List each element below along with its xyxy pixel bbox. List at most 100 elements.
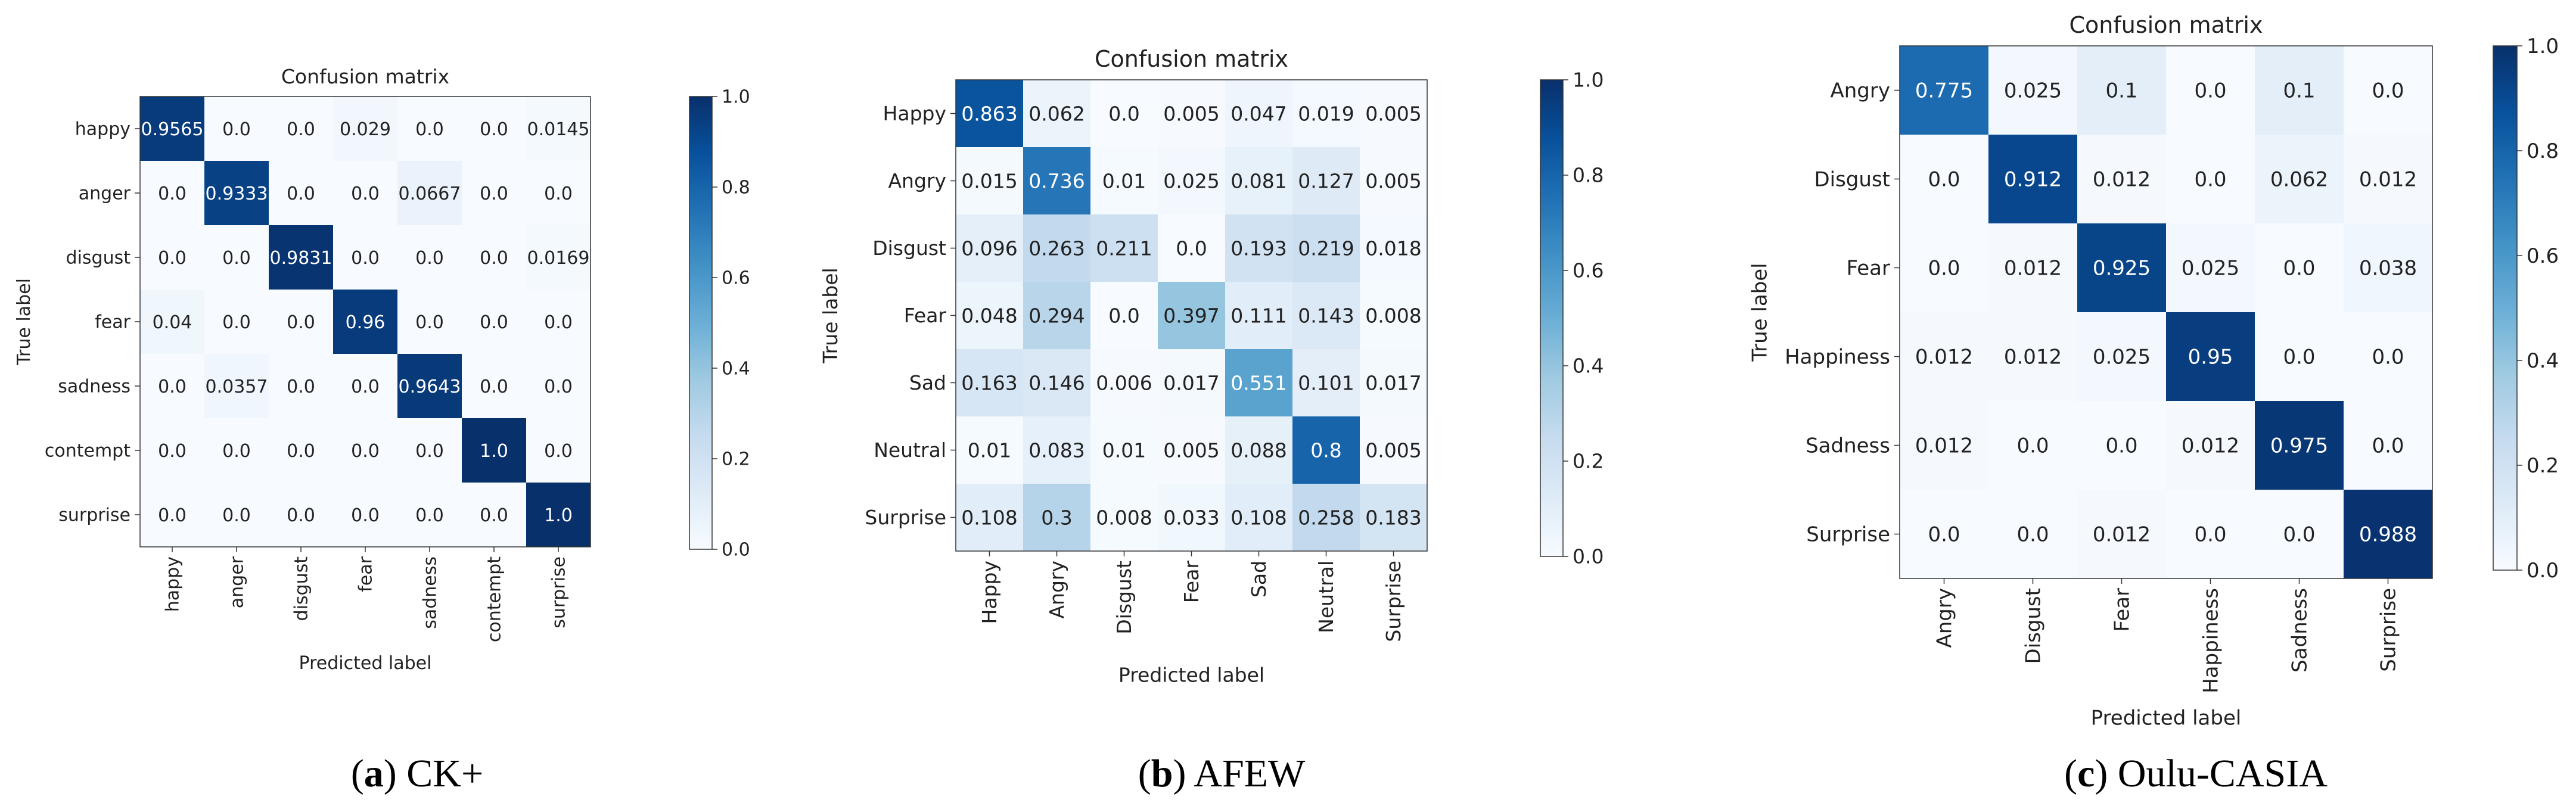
x-tick-label: Fear xyxy=(2110,588,2134,631)
x-tick-label: disgust xyxy=(291,556,312,621)
cell-value-label: 0.025 xyxy=(1163,169,1219,192)
cell-value-label: 0.0 xyxy=(287,183,315,204)
matrix-cell xyxy=(956,349,1024,417)
y-tick-label: happy xyxy=(75,119,130,140)
matrix-cell xyxy=(2255,312,2344,402)
matrix-cell xyxy=(1988,46,2078,135)
caption-letter: c xyxy=(2077,752,2095,795)
x-tick-label: Surprise xyxy=(1382,561,1405,642)
y-tick-label: disgust xyxy=(66,248,131,269)
cell-value-label: 0.0667 xyxy=(399,183,461,204)
cell-value-label: 0.95 xyxy=(2188,346,2233,369)
cell-value-label: 0.0 xyxy=(544,377,573,397)
matrix-cell xyxy=(2077,312,2167,402)
matrix-cell xyxy=(269,354,334,419)
x-tick-label: Angry xyxy=(1932,588,1956,648)
cell-value-label: 0.0145 xyxy=(527,119,590,140)
y-tick-label: anger xyxy=(79,183,131,204)
matrix-cell xyxy=(1023,416,1091,484)
cell-value-label: 0.01 xyxy=(968,438,1011,462)
matrix-cell xyxy=(333,97,398,161)
cell-value-label: 0.008 xyxy=(1365,304,1421,327)
y-axis-label: True label xyxy=(14,278,35,366)
cell-value-label: 0.0 xyxy=(480,183,508,204)
matrix-cell xyxy=(956,214,1024,282)
matrix-cell xyxy=(2344,401,2433,490)
cell-value-label: 0.0 xyxy=(222,119,251,140)
matrix-cell xyxy=(204,418,269,483)
matrix-cell xyxy=(397,483,462,547)
cell-value-label: 0.0 xyxy=(158,377,187,397)
cell-value-label: 0.0 xyxy=(287,505,315,526)
matrix-cell xyxy=(1225,80,1293,148)
matrix-cell xyxy=(397,418,462,483)
cell-value-label: 0.925 xyxy=(2093,257,2151,281)
matrix-cell xyxy=(956,147,1024,215)
cell-value-label: 0.018 xyxy=(1365,237,1421,260)
cell-value-label: 0.012 xyxy=(1915,346,1973,369)
cell-value-label: 0.9643 xyxy=(399,377,461,397)
cell-value-label: 0.143 xyxy=(1298,304,1354,327)
cell-value-label: 0.017 xyxy=(1163,371,1219,394)
cell-value-label: 0.0 xyxy=(415,505,444,526)
cell-value-label: 0.0 xyxy=(480,377,508,397)
cell-value-label: 0.0 xyxy=(544,441,573,462)
y-tick-label: Angry xyxy=(1831,79,1891,102)
cell-value-label: 0.183 xyxy=(1365,506,1421,529)
matrix-cell xyxy=(1225,349,1293,417)
cell-value-label: 0.988 xyxy=(2359,523,2417,547)
matrix-cell xyxy=(956,416,1024,484)
colorbar-tick-label: 0.0 xyxy=(1573,545,1604,568)
cell-value-label: 0.1 xyxy=(2283,79,2315,103)
matrix-cell xyxy=(1988,401,2078,490)
cell-value-label: 0.146 xyxy=(1028,371,1085,394)
cell-value-label: 0.0 xyxy=(480,119,508,140)
matrix-cell xyxy=(1292,484,1360,552)
cell-value-label: 0.019 xyxy=(1298,102,1354,125)
matrix-cell xyxy=(1360,484,1428,552)
matrix-cell xyxy=(1158,80,1226,148)
matrix-cell xyxy=(1090,147,1158,215)
matrix-cell xyxy=(1360,80,1428,148)
y-axis-label: True label xyxy=(819,267,842,363)
caption-open-paren: ( xyxy=(2064,752,2077,795)
matrix-cell xyxy=(1988,223,2078,313)
matrix-cell xyxy=(2255,46,2344,135)
confusion-matrix-3: Confusion matrix 0.775 0.025 0.1 0.0 0.1 0.0 0.… xyxy=(1748,12,2559,795)
confusion-matrix-1: Confusion matrix 0.9565 0.0 0.0 0.029 0.0 0.0 0… xyxy=(14,65,750,795)
colorbar-tick-label: 0.4 xyxy=(722,359,750,379)
y-axis-label: True label xyxy=(1748,263,1772,362)
matrix-cell xyxy=(526,290,591,354)
cell-value-label: 0.012 xyxy=(2004,257,2062,281)
cell-value-label: 0.0 xyxy=(480,248,508,269)
matrix-cell xyxy=(2166,46,2255,135)
matrix-cell xyxy=(1090,349,1158,417)
cell-value-label: 0.081 xyxy=(1230,169,1287,192)
matrix-cell xyxy=(956,484,1024,552)
cell-value-label: 0.0 xyxy=(158,183,187,204)
matrix-cell xyxy=(140,161,205,226)
cell-value-label: 0.0 xyxy=(158,505,187,526)
matrix-cell xyxy=(526,225,591,290)
colorbar-tick-label: 0.0 xyxy=(722,540,750,561)
matrix-cell xyxy=(1158,147,1226,215)
colorbar xyxy=(2493,45,2518,571)
cell-value-label: 0.0 xyxy=(415,248,444,269)
cell-value-label: 0.0 xyxy=(222,248,251,269)
matrix-cell xyxy=(269,418,334,483)
cell-value-label: 0.0 xyxy=(351,441,380,462)
colorbar-tick-label: 1.0 xyxy=(1573,69,1604,92)
cell-value-label: 0.01 xyxy=(1102,438,1146,462)
cell-value-label: 0.1 xyxy=(2105,79,2137,103)
caption-dataset: ) CK+ xyxy=(384,752,483,795)
matrix-cell xyxy=(269,290,334,354)
matrix-cell xyxy=(333,354,398,419)
matrix-cell xyxy=(1292,214,1360,282)
matrix-cell xyxy=(526,354,591,419)
matrix-cell xyxy=(2077,490,2167,579)
matrix-cell xyxy=(1988,490,2078,579)
subfigure-caption: (a) CK+ xyxy=(351,752,483,795)
cell-value-label: 0.005 xyxy=(1163,438,1219,462)
cell-value-label: 0.025 xyxy=(2093,346,2151,369)
matrix-cell xyxy=(397,225,462,290)
